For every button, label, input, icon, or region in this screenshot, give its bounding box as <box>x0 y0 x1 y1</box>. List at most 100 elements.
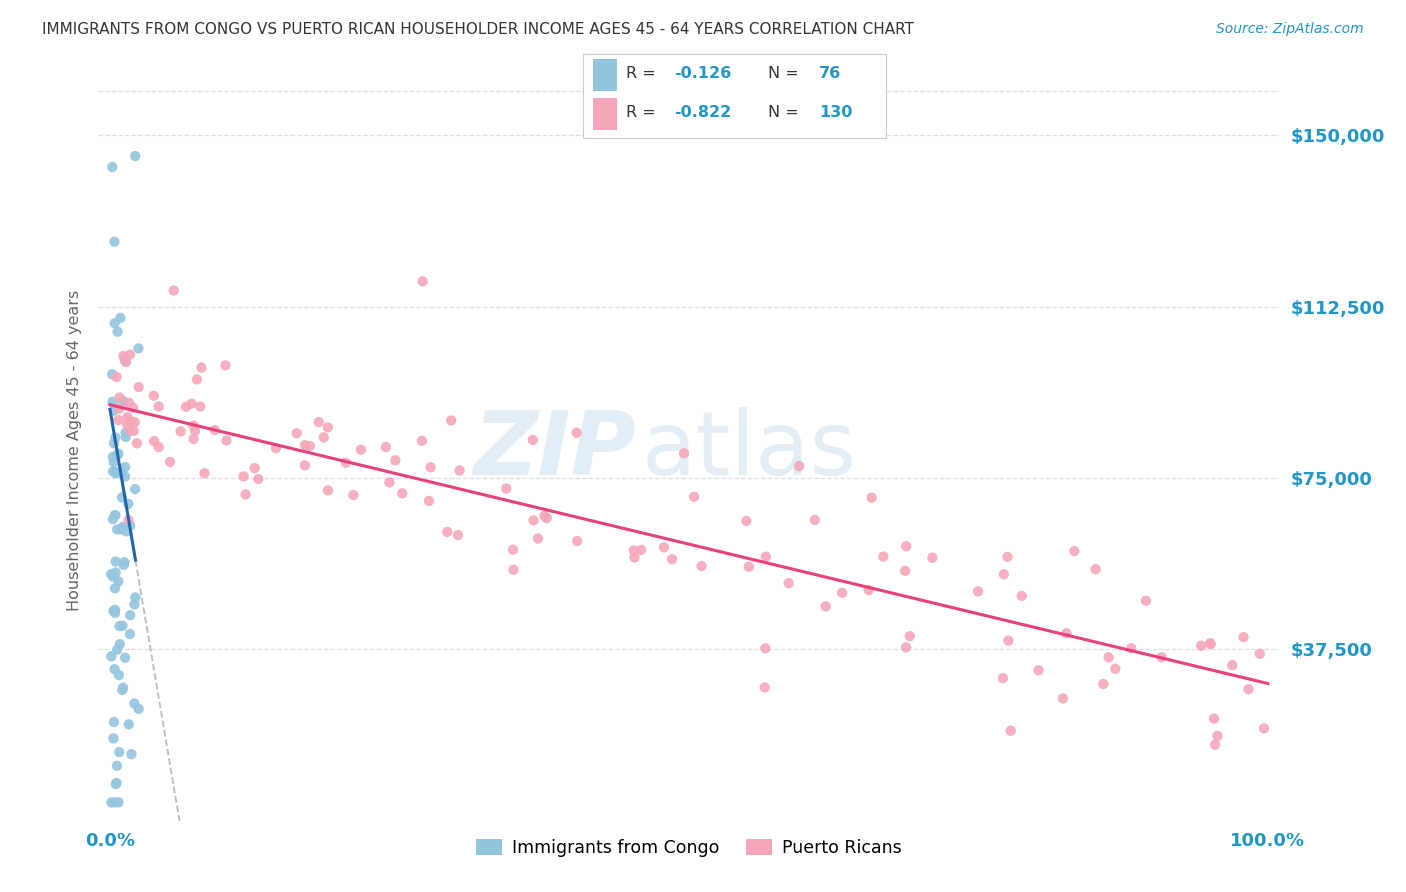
Point <box>107 447 129 461</box>
Point <box>107 325 129 339</box>
Point <box>1097 650 1119 665</box>
Point <box>104 467 127 481</box>
Point <box>110 466 132 480</box>
Point <box>108 401 131 416</box>
Point <box>124 591 146 605</box>
Point <box>148 400 170 414</box>
Point <box>1054 626 1077 640</box>
Point <box>1052 691 1074 706</box>
Point <box>193 467 215 481</box>
Point <box>997 549 1019 564</box>
Point <box>264 441 287 455</box>
Point <box>169 425 191 439</box>
Point <box>115 417 138 432</box>
Point <box>103 436 125 450</box>
Point <box>298 439 321 453</box>
Point <box>1199 636 1222 650</box>
Point <box>533 508 555 523</box>
Point <box>112 681 135 695</box>
Point <box>418 494 440 508</box>
Point <box>1199 637 1222 651</box>
FancyBboxPatch shape <box>592 59 617 91</box>
Text: N =: N = <box>768 105 804 120</box>
Point <box>630 542 652 557</box>
Point <box>384 453 406 467</box>
Point <box>100 796 122 810</box>
Point <box>104 465 127 479</box>
Point <box>993 567 1015 582</box>
Point <box>294 458 316 473</box>
Point <box>316 483 339 498</box>
Text: R =: R = <box>626 105 661 120</box>
Point <box>412 274 434 288</box>
Point <box>831 586 853 600</box>
Point <box>118 395 141 409</box>
Point <box>440 413 463 427</box>
Legend: Immigrants from Congo, Puerto Ricans: Immigrants from Congo, Puerto Ricans <box>470 831 908 863</box>
Point <box>108 637 131 651</box>
Point <box>661 552 683 566</box>
Point <box>103 455 125 469</box>
Point <box>103 731 125 746</box>
Point <box>316 420 339 434</box>
Point <box>117 497 139 511</box>
Text: -0.126: -0.126 <box>675 66 731 81</box>
Point <box>997 633 1019 648</box>
Point <box>754 681 776 695</box>
Point <box>502 542 524 557</box>
Point <box>115 355 138 369</box>
Point <box>522 433 544 447</box>
Point <box>114 460 136 475</box>
Point <box>672 446 695 460</box>
Point <box>787 458 810 473</box>
Point <box>111 682 134 697</box>
Text: -0.822: -0.822 <box>675 105 731 120</box>
Point <box>104 606 127 620</box>
Point <box>814 599 837 614</box>
Point <box>1104 662 1126 676</box>
Point <box>101 394 124 409</box>
Point <box>527 532 550 546</box>
Point <box>180 397 202 411</box>
Point <box>111 619 134 633</box>
Point <box>104 508 127 523</box>
Point <box>112 349 135 363</box>
Point <box>1253 722 1275 736</box>
Point <box>536 511 558 525</box>
Point <box>690 559 713 574</box>
Point <box>101 160 124 174</box>
Point <box>778 576 800 591</box>
Point <box>108 745 131 759</box>
Point <box>104 431 127 445</box>
Point <box>101 512 124 526</box>
Point <box>1249 647 1271 661</box>
Point <box>419 460 441 475</box>
Point <box>1189 639 1212 653</box>
Point <box>190 360 212 375</box>
Text: 76: 76 <box>820 66 842 81</box>
Point <box>142 389 165 403</box>
Point <box>285 426 308 441</box>
Point <box>183 418 205 433</box>
Point <box>124 598 146 612</box>
Point <box>103 604 125 618</box>
Point <box>1220 658 1243 673</box>
Point <box>128 702 150 716</box>
Point <box>112 394 135 409</box>
Point <box>114 650 136 665</box>
Point <box>143 434 166 448</box>
Point <box>104 316 127 330</box>
Point <box>101 450 124 464</box>
Point <box>204 423 226 437</box>
Point <box>247 472 270 486</box>
Point <box>374 440 396 454</box>
Point <box>652 541 675 555</box>
Point <box>860 491 883 505</box>
Point <box>104 466 127 480</box>
Point <box>105 642 128 657</box>
Point <box>104 566 127 580</box>
Point <box>623 550 645 565</box>
Text: IMMIGRANTS FROM CONGO VS PUERTO RICAN HOUSEHOLDER INCOME AGES 45 - 64 YEARS CORR: IMMIGRANTS FROM CONGO VS PUERTO RICAN HO… <box>42 22 914 37</box>
Point <box>312 430 335 444</box>
Point <box>114 430 136 444</box>
